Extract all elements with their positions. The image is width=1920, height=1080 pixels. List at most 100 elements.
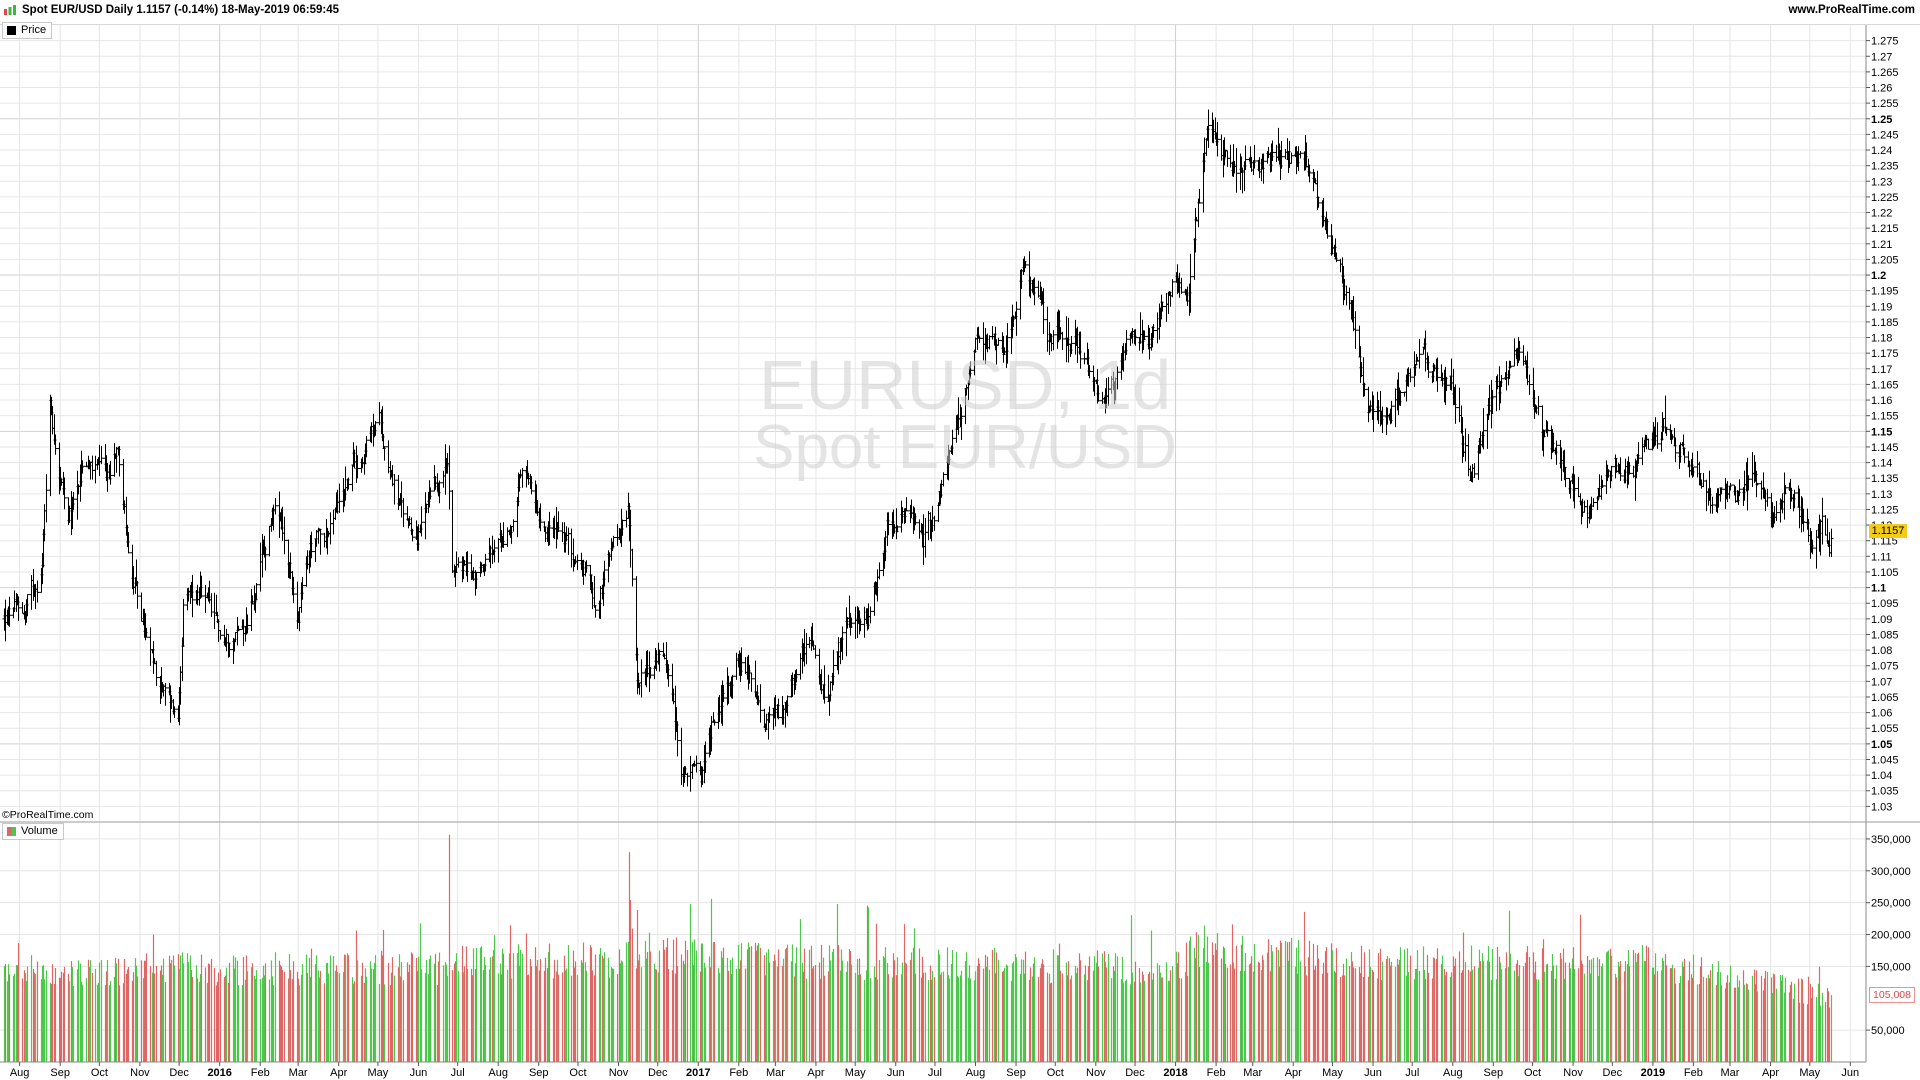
watermark-symbol: EURUSD, 1d xyxy=(758,346,1172,424)
volume-tick-label: 350,000 xyxy=(1871,834,1911,846)
time-tick-label: Aug xyxy=(488,1067,508,1079)
price-tick-label: 1.095 xyxy=(1871,598,1899,610)
time-tick-label: Sep xyxy=(1006,1067,1026,1079)
price-tick-label: 1.16 xyxy=(1871,395,1892,407)
price-tick-label: 1.03 xyxy=(1871,801,1892,813)
copyright-text: ©ProRealTime.com xyxy=(2,809,94,821)
time-tick-label: Oct xyxy=(91,1067,108,1079)
price-tick-label: 1.175 xyxy=(1871,348,1899,360)
price-axis: 1.275 1.27 1.265 1.26 1.255 1.25 1.245 1.24 1.23… xyxy=(1866,36,1899,813)
price-tick-label: 1.145 xyxy=(1871,442,1899,454)
price-tick-label: 1.055 xyxy=(1871,723,1899,735)
time-tick-label: Jun xyxy=(410,1067,428,1079)
time-tick-label: Oct xyxy=(1524,1067,1541,1079)
time-tick-label: Aug xyxy=(1443,1067,1463,1079)
time-tick-label: Oct xyxy=(1047,1067,1064,1079)
time-axis: Aug Sep Oct Nov Dec 2016 Feb Mar Apr May Jun Jul Aug… xyxy=(10,1062,1859,1079)
time-tick-label: Mar xyxy=(1721,1067,1740,1079)
time-tick-label: 2017 xyxy=(686,1067,710,1079)
time-tick-label: Jul xyxy=(451,1067,465,1079)
time-tick-label: Dec xyxy=(1603,1067,1623,1079)
time-tick-label: Sep xyxy=(529,1067,549,1079)
price-tick-label: 1.035 xyxy=(1871,786,1899,798)
price-tick-label: 1.195 xyxy=(1871,286,1899,298)
time-tick-label: Apr xyxy=(807,1067,824,1079)
price-series xyxy=(2,109,1834,792)
time-tick-label: May xyxy=(368,1067,389,1079)
chart-title-bar: Spot EUR/USD Daily 1.1157 (-0.14%) 18-Ma… xyxy=(0,0,1920,25)
price-tick-label: 1.245 xyxy=(1871,129,1899,141)
price-tick-label: 1.25 xyxy=(1871,114,1892,126)
price-tick-label: 1.17 xyxy=(1871,364,1892,376)
watermark-instrument: Spot EUR/USD xyxy=(753,413,1177,482)
price-tick-label: 1.225 xyxy=(1871,192,1899,204)
time-tick-label: May xyxy=(1322,1067,1343,1079)
brand-url[interactable]: www.ProRealTime.com xyxy=(1788,4,1915,16)
time-tick-label: 2019 xyxy=(1641,1067,1665,1079)
axes xyxy=(0,25,1920,1063)
time-tick-label: Mar xyxy=(289,1067,308,1079)
price-tick-label: 1.18 xyxy=(1871,333,1892,345)
time-tick-label: Nov xyxy=(130,1067,150,1079)
price-legend[interactable]: Price xyxy=(2,22,53,39)
time-tick-label: 2018 xyxy=(1163,1067,1187,1079)
time-tick-label: 2016 xyxy=(207,1067,231,1079)
time-tick-label: Apr xyxy=(330,1067,347,1079)
time-tick-label: Nov xyxy=(609,1067,629,1079)
price-tick-label: 1.27 xyxy=(1871,51,1892,63)
price-tick-label: 1.075 xyxy=(1871,661,1899,673)
price-tick-label: 1.255 xyxy=(1871,98,1899,110)
price-legend-label: Price xyxy=(21,24,47,36)
time-tick-label: Feb xyxy=(729,1067,748,1079)
time-tick-label: Feb xyxy=(251,1067,270,1079)
price-tick-label: 1.165 xyxy=(1871,379,1899,391)
price-tick-label: 1.08 xyxy=(1871,645,1892,657)
volume-series xyxy=(3,834,1833,1062)
price-tick-label: 1.135 xyxy=(1871,473,1899,485)
price-tick-label: 1.115 xyxy=(1871,536,1898,548)
price-tick-label: 1.05 xyxy=(1871,739,1892,751)
price-tick-label: 1.045 xyxy=(1871,754,1899,766)
price-tick-label: 1.06 xyxy=(1871,708,1892,720)
price-tick-label: 1.22 xyxy=(1871,208,1892,220)
price-tick-label: 1.065 xyxy=(1871,692,1899,704)
price-tick-label: 1.155 xyxy=(1871,411,1899,423)
price-tick-label: 1.04 xyxy=(1871,770,1892,782)
time-tick-label: Mar xyxy=(766,1067,785,1079)
time-tick-label: Jun xyxy=(887,1067,905,1079)
time-tick-label: Aug xyxy=(966,1067,986,1079)
volume-tick-label: 150,000 xyxy=(1871,961,1911,973)
price-tick-label: 1.235 xyxy=(1871,161,1899,173)
price-tick-label: 1.21 xyxy=(1871,239,1892,251)
time-tick-label: Feb xyxy=(1207,1067,1226,1079)
time-tick-label: Jun xyxy=(1364,1067,1382,1079)
price-tick-label: 1.24 xyxy=(1871,145,1892,157)
volume-axis: 350,000 300,000 250,000 200,000 150,000 50,00… xyxy=(1866,834,1911,1037)
price-tick-label: 1.085 xyxy=(1871,629,1899,641)
price-tick-label: 1.125 xyxy=(1871,504,1899,516)
time-tick-label: Jul xyxy=(1405,1067,1419,1079)
price-tick-label: 1.15 xyxy=(1871,426,1892,438)
price-tick-label: 1.11 xyxy=(1871,551,1892,563)
volume-tick-label: 200,000 xyxy=(1871,930,1911,942)
price-tick-label: 1.14 xyxy=(1871,458,1892,470)
price-tick-label: 1.215 xyxy=(1871,223,1899,235)
time-tick-label: Apr xyxy=(1762,1067,1779,1079)
price-legend-swatch xyxy=(7,26,16,35)
price-tick-label: 1.26 xyxy=(1871,83,1892,95)
volume-legend[interactable]: Volume xyxy=(2,823,64,840)
volume-legend-label: Volume xyxy=(21,825,58,837)
volume-tick-label: 50,000 xyxy=(1871,1025,1905,1037)
time-tick-label: Aug xyxy=(10,1067,30,1079)
time-tick-label: May xyxy=(1799,1067,1820,1079)
time-tick-label: Sep xyxy=(1484,1067,1504,1079)
price-tick-label: 1.2 xyxy=(1871,270,1886,282)
price-tick-label: 1.205 xyxy=(1871,254,1899,266)
price-tick-label: 1.265 xyxy=(1871,67,1899,79)
price-tick-label: 1.23 xyxy=(1871,176,1892,188)
price-grid xyxy=(0,25,1866,1062)
price-tick-label: 1.07 xyxy=(1871,676,1892,688)
time-tick-label: Sep xyxy=(50,1067,70,1079)
time-tick-label: Dec xyxy=(648,1067,668,1079)
